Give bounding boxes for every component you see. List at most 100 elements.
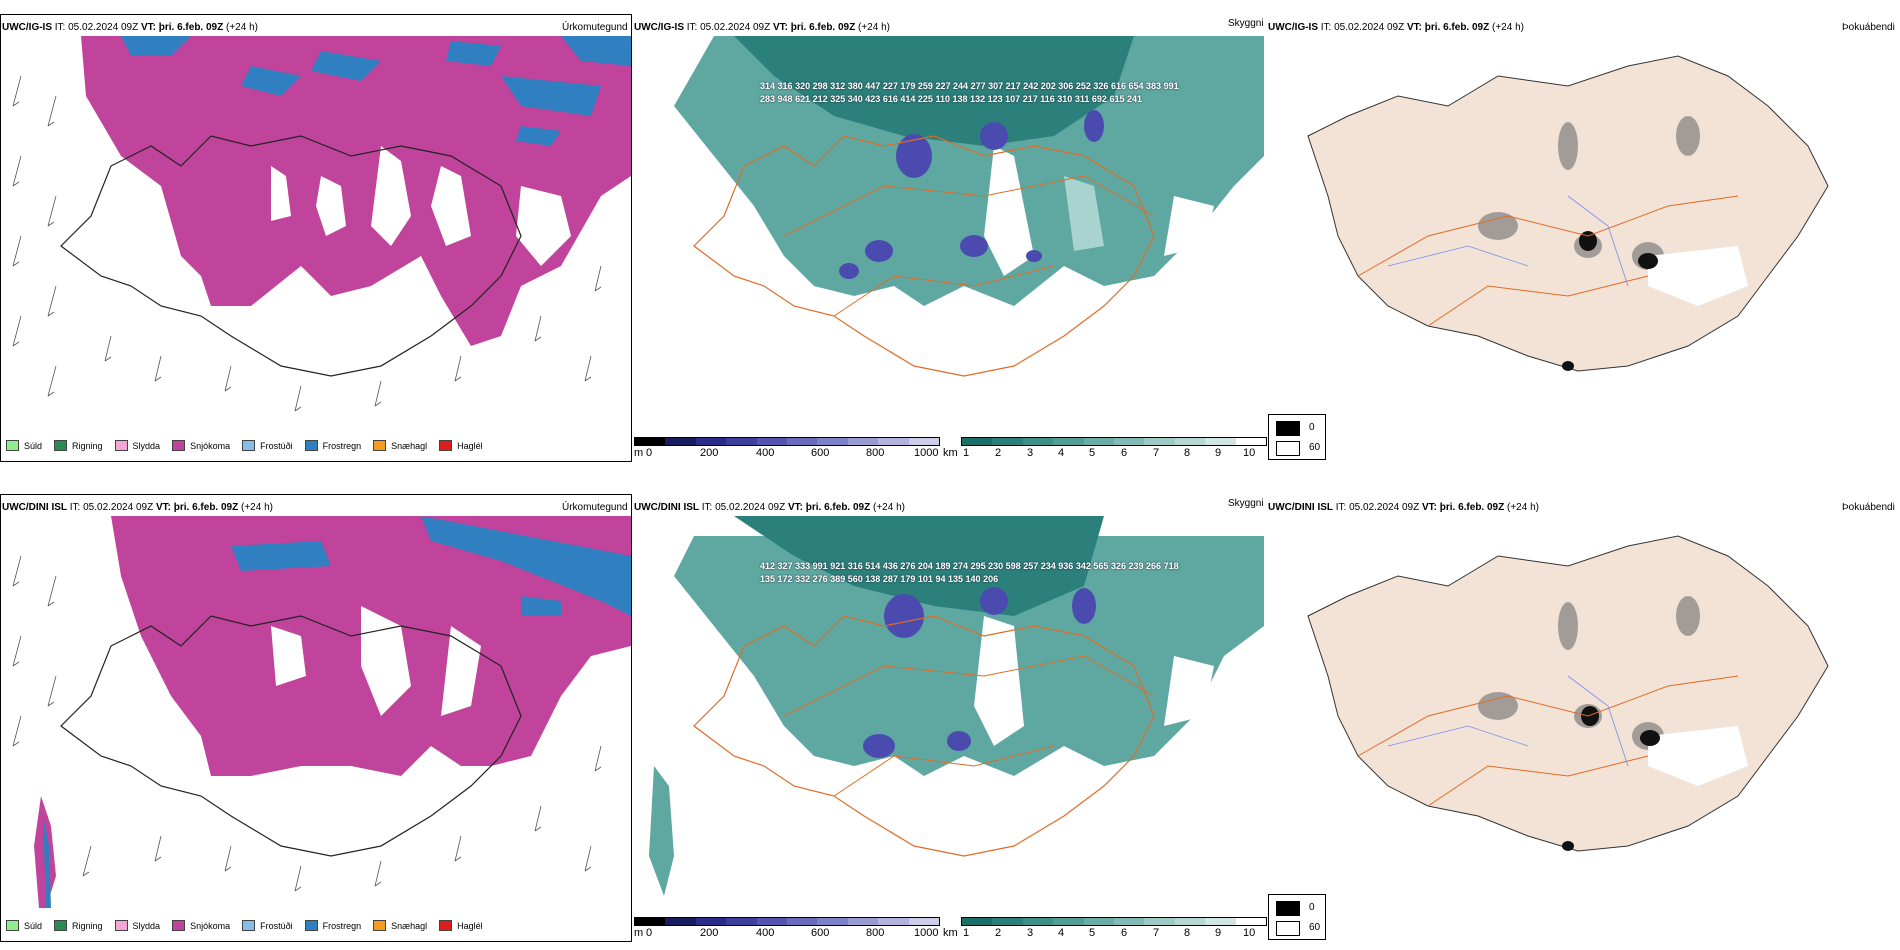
cloud-base-colorbar bbox=[634, 437, 940, 446]
fog-legend-swatch-light bbox=[1276, 441, 1300, 456]
cbar-swatch bbox=[1174, 438, 1206, 445]
legend-item: Frostúði bbox=[242, 440, 293, 451]
cbar-swatch bbox=[756, 918, 788, 925]
visibility-map[interactable] bbox=[634, 516, 1264, 916]
cbar-swatch bbox=[1053, 438, 1084, 445]
cbar-swatch bbox=[1144, 918, 1175, 925]
cbar-swatch bbox=[726, 438, 757, 445]
panel-title: UWC/IG-IS IT: 05.02.2024 09Z VT: þri. 6.… bbox=[1268, 22, 1524, 33]
vis-numbers: 412 327 333 991 921 316 514 436 276 204 … bbox=[760, 561, 1179, 584]
cbar-swatch bbox=[962, 438, 993, 445]
cbar-swatch bbox=[992, 918, 1023, 925]
panel-title: UWC/DINI ISL IT: 05.02.2024 09Z VT: þri.… bbox=[1268, 502, 1539, 513]
visibility-ticks: km 1 2 3 4 5 6 7 8 9 10 bbox=[943, 447, 1256, 459]
cbar-swatch bbox=[817, 918, 848, 925]
visibility-map[interactable] bbox=[634, 36, 1264, 436]
panel-title: UWC/IG-IS IT: 05.02.2024 09Z VT: þri. 6.… bbox=[634, 22, 890, 33]
legend-swatch bbox=[54, 440, 68, 451]
cloud-base-ticks: m 0 200 400 600 800 1000 bbox=[634, 927, 939, 939]
cbar-swatch bbox=[1114, 438, 1145, 445]
legend-item: Rigning bbox=[54, 920, 103, 931]
fog-index-map[interactable] bbox=[1268, 36, 1868, 436]
cbar-swatch bbox=[635, 918, 666, 925]
cbar-swatch bbox=[1205, 918, 1236, 925]
legend-item: Haglél bbox=[439, 440, 483, 451]
precip-legend: Súld Rigning Slydda Snjókoma Frostúði Fr… bbox=[6, 440, 495, 451]
legend-swatch bbox=[6, 440, 19, 451]
legend-swatch bbox=[373, 920, 387, 931]
panel-name-fog: Þokuábendi bbox=[1842, 502, 1895, 513]
legend-swatch bbox=[172, 440, 186, 451]
cbar-swatch bbox=[726, 918, 757, 925]
legend-swatch bbox=[114, 440, 128, 451]
panel-title: UWC/DINI ISL IT: 05.02.2024 09Z VT: þri.… bbox=[634, 502, 905, 513]
precip-type-map[interactable] bbox=[1, 516, 631, 908]
cbar-swatch bbox=[878, 918, 909, 925]
cbar-swatch bbox=[665, 918, 696, 925]
cbar-swatch bbox=[847, 438, 879, 445]
cbar-swatch bbox=[878, 438, 909, 445]
cbar-swatch bbox=[1114, 918, 1145, 925]
fog-index-map[interactable] bbox=[1268, 516, 1868, 916]
cbar-swatch bbox=[1205, 438, 1236, 445]
precip-type-map[interactable] bbox=[1, 36, 631, 428]
fog-legend-swatch-light bbox=[1276, 921, 1300, 936]
legend-item: Súld bbox=[6, 920, 42, 931]
cbar-swatch bbox=[962, 918, 993, 925]
legend-swatch bbox=[242, 440, 256, 451]
legend-swatch bbox=[439, 440, 453, 451]
visibility-ticks: km 1 2 3 4 5 6 7 8 9 10 bbox=[943, 927, 1256, 939]
legend-swatch bbox=[172, 920, 186, 931]
panel-name-visibility: Skyggni bbox=[1228, 498, 1264, 509]
legend-item: Frostregn bbox=[304, 920, 361, 931]
legend-swatch bbox=[6, 920, 19, 931]
fog-legend-swatch-dark bbox=[1276, 901, 1300, 916]
row-1: UWC/IG-IS IT: 05.02.2024 09Z VT: þri. 6.… bbox=[0, 0, 1900, 470]
cloud-base-ticks: m 0 200 400 600 800 1000 bbox=[634, 447, 939, 459]
cbar-swatch bbox=[1174, 918, 1206, 925]
cbar-swatch bbox=[695, 438, 727, 445]
panel-title: UWC/DINI ISL IT: 05.02.2024 09Z VT: þri.… bbox=[2, 502, 273, 513]
legend-item: Snjókoma bbox=[172, 440, 230, 451]
legend-item: Frostúði bbox=[242, 920, 293, 931]
cbar-swatch bbox=[1235, 918, 1267, 925]
panel-name-visibility: Skyggni bbox=[1228, 18, 1264, 29]
cbar-swatch bbox=[665, 438, 696, 445]
legend-item: Frostregn bbox=[304, 440, 361, 451]
vis-numbers: 314 316 320 298 312 380 447 227 179 259 … bbox=[760, 81, 1179, 104]
legend-item: Súld bbox=[6, 440, 42, 451]
legend-item: Slydda bbox=[114, 440, 160, 451]
cbar-swatch bbox=[1083, 918, 1115, 925]
visibility-colorbar bbox=[961, 437, 1267, 446]
legend-swatch bbox=[114, 920, 128, 931]
cbar-swatch bbox=[1083, 438, 1115, 445]
fog-legend: 0 60 bbox=[1268, 894, 1326, 940]
panel-title: UWC/IG-IS IT: 05.02.2024 09Z VT: þri. 6.… bbox=[2, 22, 258, 33]
legend-item: Snæhagl bbox=[373, 440, 427, 451]
visibility-colorbar bbox=[961, 917, 1267, 926]
cbar-swatch bbox=[817, 438, 848, 445]
panel-name-fog: Þokuábendi bbox=[1842, 22, 1895, 33]
cbar-swatch bbox=[695, 918, 727, 925]
cbar-swatch bbox=[992, 438, 1023, 445]
legend-item: Snæhagl bbox=[373, 920, 427, 931]
legend-item: Slydda bbox=[114, 920, 160, 931]
cloud-base-colorbar bbox=[634, 917, 940, 926]
fog-legend: 0 60 bbox=[1268, 414, 1326, 460]
legend-swatch bbox=[54, 920, 68, 931]
cbar-swatch bbox=[756, 438, 788, 445]
panel-name-precip: Úrkomutegund bbox=[562, 502, 628, 513]
row-2: UWC/DINI ISL IT: 05.02.2024 09Z VT: þri.… bbox=[0, 480, 1900, 950]
legend-swatch bbox=[304, 920, 318, 931]
panel-name-precip: Úrkomutegund bbox=[562, 22, 628, 33]
cbar-swatch bbox=[1144, 438, 1175, 445]
legend-swatch bbox=[373, 440, 387, 451]
legend-swatch bbox=[242, 920, 256, 931]
cbar-swatch bbox=[787, 918, 818, 925]
cbar-swatch bbox=[908, 438, 940, 445]
cbar-swatch bbox=[847, 918, 879, 925]
cbar-swatch bbox=[787, 438, 818, 445]
cbar-swatch bbox=[1022, 438, 1054, 445]
cbar-swatch bbox=[1022, 918, 1054, 925]
precip-legend: Súld Rigning Slydda Snjókoma Frostúði Fr… bbox=[6, 920, 495, 931]
